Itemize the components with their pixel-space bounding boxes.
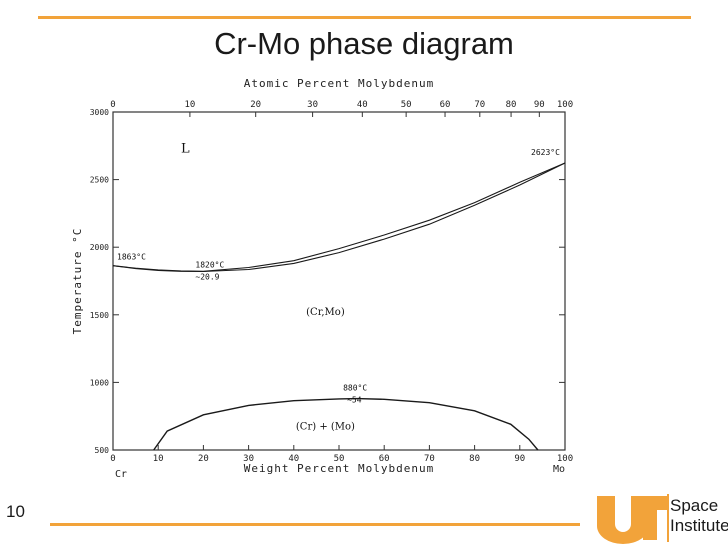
x-tick-label: 30 [243,454,254,464]
x-tick-label: 70 [424,454,435,464]
y-tick-label: 1500 [90,311,109,320]
slide-number: 10 [6,502,25,521]
y-tick-label: 2000 [90,243,109,252]
x-tick-label: 60 [379,454,390,464]
x-tick-label: 80 [469,454,480,464]
bottom-rule [50,523,580,526]
phase-boundary-1 [112,162,566,272]
logo-line-1: Space [670,496,719,515]
y-tick-label: 1000 [90,378,109,387]
annotation-label: 2623°C [531,148,560,157]
annotation-label: ~20.9 [195,273,219,282]
top-rule [38,16,691,19]
x-tick-label: 0 [110,454,115,464]
region-label: (Cr,Mo) [306,307,345,318]
x-tick-label: 10 [153,454,164,464]
region-label: L [181,142,190,157]
slide-title: Cr-Mo phase diagram [214,26,514,61]
top-tick-label: 70 [474,100,485,110]
x-axis-label: Weight Percent Molybdenum [244,462,435,475]
top-tick-label: 30 [307,100,318,110]
x-tick-label: 90 [514,454,525,464]
ut-logo-icon [597,494,669,544]
region-label: (Cr) + (Mo) [296,422,355,433]
top-tick-label: 0 [110,100,115,110]
x-tick-label: 20 [198,454,209,464]
top-axis-label: Atomic Percent Molybdenum [244,77,435,90]
x-tick-label: 100 [557,454,573,464]
x-end-label-cr: Cr [115,469,127,480]
phase-boundary-3 [153,397,539,451]
top-tick-label: 100 [557,100,573,110]
y-tick-label: 2500 [90,176,109,185]
annotation-label: 880°C [343,384,367,393]
top-tick-label: 80 [506,100,517,110]
y-tick-label: 500 [95,446,110,455]
phase-boundary-2 [112,162,566,273]
x-tick-label: 40 [288,454,299,464]
top-tick-label: 20 [250,100,261,110]
logo-text: Space Institute [670,496,728,536]
top-tick-label: 50 [401,100,412,110]
x-end-label-mo: Mo [553,464,565,475]
top-tick-label: 60 [440,100,451,110]
top-tick-label: 10 [184,100,195,110]
y-tick-label: 3000 [90,108,109,117]
top-tick-label: 40 [357,100,368,110]
annotation-label: 1863°C [117,253,146,262]
annotation-label: 1820°C [195,261,224,270]
phase-diagram: 500 1000 1500 2000 2500 3000 0 10 20 30 40 50 60 70 80… [65,72,573,482]
logo-line-2: Institute [670,516,728,535]
x-tick-label: 50 [334,454,345,464]
y-axis-label: Temperature °C [71,228,84,335]
annotation-label: ~54 [347,396,362,405]
top-tick-label: 90 [534,100,545,110]
